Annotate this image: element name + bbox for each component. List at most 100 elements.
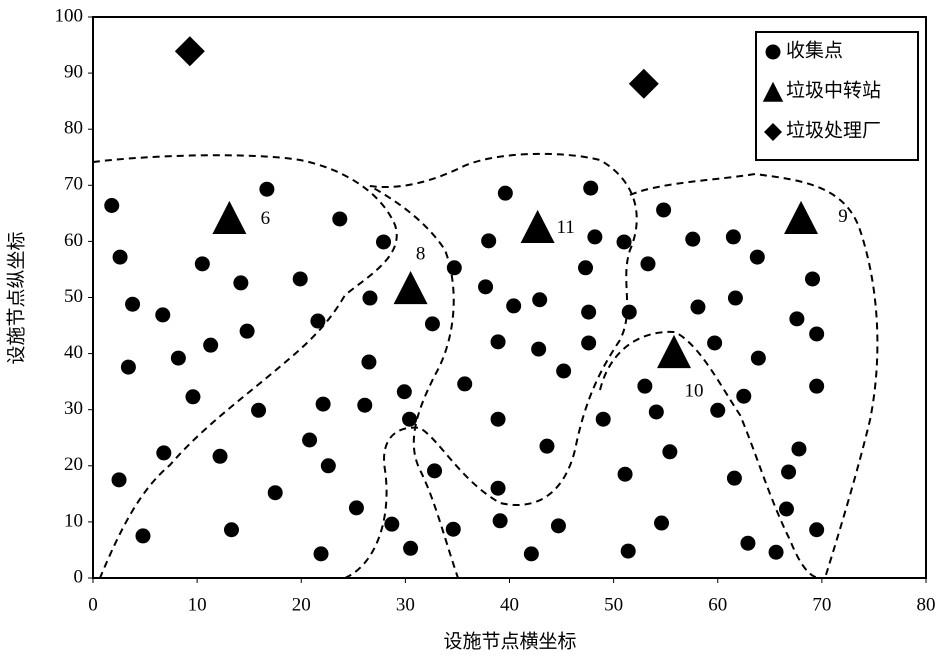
diamond-marker — [628, 68, 659, 99]
point — [402, 411, 418, 427]
x-tick-label: 20 — [292, 594, 311, 615]
point — [376, 234, 392, 250]
point — [396, 384, 412, 400]
point — [302, 432, 318, 448]
point — [620, 543, 636, 559]
y-tick-label: 60 — [64, 230, 83, 251]
point — [587, 229, 603, 245]
point — [640, 256, 656, 272]
point — [531, 341, 547, 357]
y-tick-label: 0 — [74, 566, 84, 587]
x-tick-label: 80 — [917, 594, 936, 615]
x-axis-label: 设施节点横坐标 — [443, 630, 576, 652]
point — [595, 411, 611, 427]
point — [332, 211, 348, 227]
point — [685, 231, 701, 247]
point — [361, 354, 377, 370]
point — [384, 516, 400, 532]
region-boundary — [629, 172, 879, 579]
point — [556, 363, 572, 379]
point — [749, 249, 765, 265]
y-tick-label: 20 — [64, 454, 83, 475]
point — [523, 546, 539, 562]
region-boundary — [92, 154, 398, 579]
point — [809, 522, 825, 538]
point — [617, 466, 633, 482]
y-tick-label: 50 — [64, 286, 83, 307]
point — [791, 441, 807, 457]
legend — [755, 31, 919, 161]
point — [315, 396, 331, 412]
point — [616, 234, 632, 250]
point — [424, 316, 440, 332]
point — [539, 438, 555, 454]
point — [578, 260, 594, 276]
point — [267, 485, 283, 501]
x-tick-label: 60 — [708, 594, 727, 615]
point — [251, 402, 267, 418]
point — [481, 233, 497, 249]
point — [427, 463, 443, 479]
point — [490, 480, 506, 496]
point — [750, 350, 766, 366]
legend-label: 垃圾中转站 — [786, 79, 881, 101]
triangle-marker — [520, 209, 555, 243]
x-tick-label: 40 — [500, 594, 519, 615]
point — [120, 359, 136, 375]
triangle-marker — [657, 334, 692, 369]
point — [111, 472, 127, 488]
point — [170, 350, 186, 366]
region-boundary — [599, 330, 821, 579]
legend-label: 收集点 — [786, 39, 843, 61]
point — [656, 202, 672, 218]
y-tick-label: 100 — [55, 5, 84, 26]
point — [203, 337, 219, 353]
point — [348, 500, 364, 516]
triangle-marker — [393, 270, 428, 305]
point — [194, 256, 210, 272]
point — [690, 299, 706, 315]
point — [156, 445, 172, 461]
point — [457, 376, 473, 392]
point — [725, 229, 741, 245]
point — [185, 389, 201, 405]
point — [532, 292, 548, 308]
point — [446, 260, 462, 276]
x-tick-label: 50 — [604, 594, 623, 615]
point-label: 10 — [685, 380, 704, 401]
point — [125, 296, 141, 312]
y-tick-label: 40 — [64, 342, 83, 363]
y-axis-label: 设施节点纵坐标 — [5, 231, 27, 364]
y-tick-label: 70 — [64, 174, 83, 195]
point — [654, 515, 670, 531]
point — [726, 470, 742, 486]
point — [662, 444, 678, 460]
point — [155, 307, 171, 323]
point — [583, 180, 599, 196]
point — [506, 298, 522, 314]
legend-marker — [762, 81, 784, 102]
point — [710, 402, 726, 418]
point — [809, 326, 825, 342]
point — [223, 522, 239, 538]
point — [648, 404, 664, 420]
point — [233, 275, 249, 291]
point — [637, 378, 653, 394]
point — [445, 521, 461, 537]
legend-label: 垃圾处理厂 — [786, 119, 881, 141]
x-tick-label: 30 — [396, 594, 415, 615]
point — [357, 397, 373, 413]
y-tick-label: 30 — [64, 398, 83, 419]
x-tick-label: 10 — [188, 594, 207, 615]
point — [736, 388, 752, 404]
point — [727, 290, 743, 306]
point — [320, 458, 336, 474]
point — [362, 290, 378, 306]
legend-marker — [765, 44, 781, 60]
point — [778, 501, 794, 517]
point-label: 11 — [556, 217, 574, 238]
point — [292, 271, 308, 287]
point — [403, 540, 419, 556]
